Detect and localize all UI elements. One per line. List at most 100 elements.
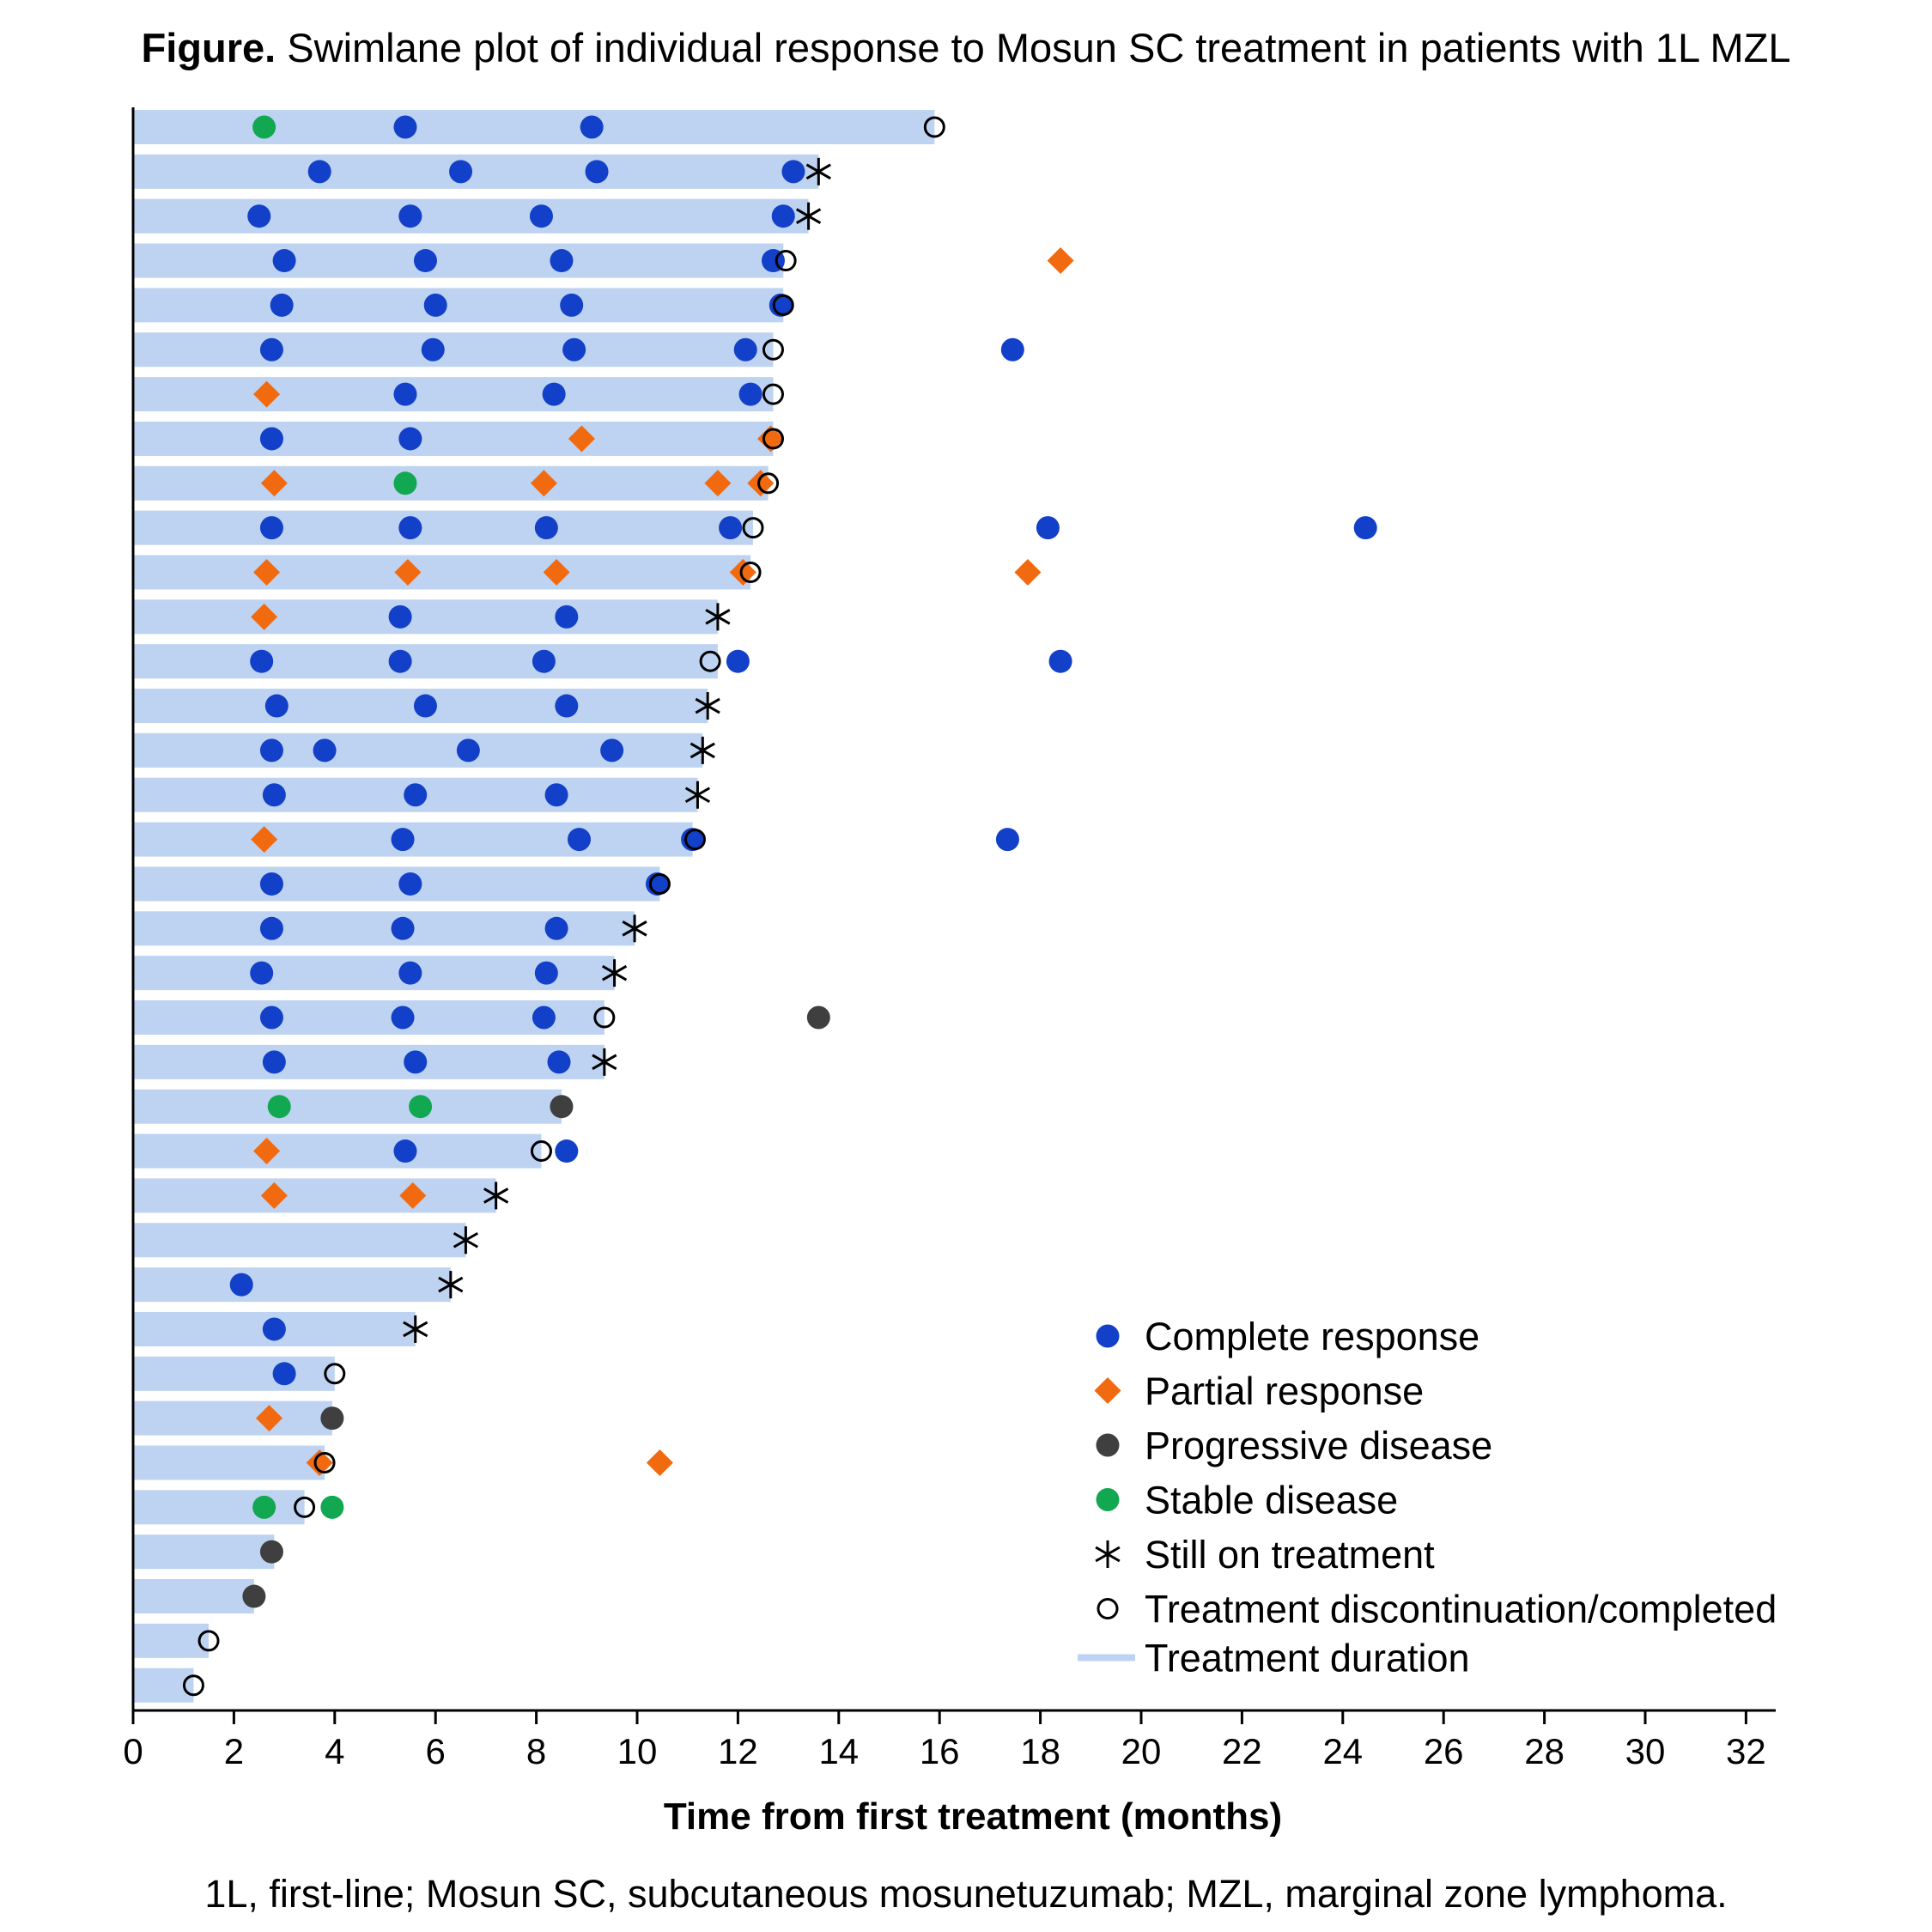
stable-disease-marker xyxy=(252,115,276,139)
legend-label: Complete response xyxy=(1145,1315,1479,1358)
treatment-duration-bar xyxy=(133,1534,275,1570)
discontinuation-marker xyxy=(699,650,721,672)
legend-complete-response-marker xyxy=(1096,1324,1120,1348)
treatment-duration-bar xyxy=(133,866,660,902)
x-tick-label: 30 xyxy=(1625,1731,1666,1771)
complete-response-marker xyxy=(250,649,274,673)
complete-response-marker xyxy=(1036,516,1060,540)
discontinuation-marker xyxy=(762,428,784,450)
treatment-duration-bar xyxy=(133,1445,325,1480)
legend-label: Progressive disease xyxy=(1145,1424,1492,1467)
asterisk-stroke xyxy=(795,208,822,224)
complete-response-marker xyxy=(1000,337,1024,361)
complete-response-marker xyxy=(562,337,586,361)
figure-title: Figure. Swimlane plot of individual resp… xyxy=(0,24,1932,71)
x-axis-title: Time from first treatment (months) xyxy=(664,1795,1282,1838)
still-on-treatment-marker xyxy=(438,1271,464,1299)
discontinuation-marker xyxy=(762,338,784,361)
asterisk-stroke xyxy=(684,787,711,804)
complete-response-marker xyxy=(1353,516,1377,540)
asterisk-stroke xyxy=(483,1188,509,1204)
complete-response-marker xyxy=(560,293,584,317)
x-tick-label: 8 xyxy=(526,1731,546,1771)
complete-response-marker xyxy=(229,1273,253,1297)
legend-label: Stable disease xyxy=(1145,1479,1398,1522)
complete-response-marker xyxy=(542,382,566,406)
complete-response-marker xyxy=(600,738,624,762)
partial-response-marker xyxy=(729,559,756,586)
asterisk-stroke xyxy=(592,1054,617,1071)
partial-response-marker xyxy=(530,470,557,497)
progressive-disease-marker xyxy=(806,1005,830,1030)
progressive-disease-marker xyxy=(242,1584,266,1608)
asterisk-stroke xyxy=(403,1321,428,1338)
asterisk-stroke xyxy=(695,697,720,714)
complete-response-marker xyxy=(781,160,805,184)
complete-response-marker xyxy=(313,738,337,762)
legend-label: Still on treatment xyxy=(1145,1533,1435,1577)
treatment-duration-bar xyxy=(133,1133,542,1169)
complete-response-marker xyxy=(404,1050,428,1074)
complete-response-marker xyxy=(391,828,415,852)
axes xyxy=(131,107,1776,1712)
complete-response-marker xyxy=(398,872,422,896)
legend-still-on-treatment-marker xyxy=(1095,1540,1121,1568)
complete-response-marker xyxy=(247,204,271,228)
complete-response-marker xyxy=(544,783,568,807)
partial-response-marker xyxy=(757,425,785,453)
still-on-treatment-marker xyxy=(622,914,647,943)
legend-stable-disease-marker xyxy=(1096,1488,1120,1511)
x-tick-label: 14 xyxy=(818,1731,859,1771)
still-on-treatment-marker xyxy=(705,603,731,631)
complete-response-marker xyxy=(456,738,480,762)
partial-response-marker xyxy=(253,1138,281,1165)
treatment-duration-bar xyxy=(133,198,809,234)
complete-response-marker xyxy=(259,337,283,361)
asterisk-stroke xyxy=(805,163,831,180)
x-tick-label: 20 xyxy=(1121,1731,1162,1771)
complete-response-marker xyxy=(388,605,412,629)
x-tick-label: 26 xyxy=(1424,1731,1464,1771)
complete-response-marker xyxy=(259,738,283,762)
partial-response-marker xyxy=(253,380,281,408)
figure-title-text: Swimlane plot of individual response to … xyxy=(287,25,1791,70)
still-on-treatment-marker xyxy=(403,1315,428,1343)
discontinuation-marker xyxy=(197,1630,220,1652)
complete-response-marker xyxy=(1048,649,1072,673)
discontinuation-marker xyxy=(762,383,784,405)
x-tick-label: 28 xyxy=(1524,1731,1564,1771)
complete-response-marker xyxy=(585,160,609,184)
complete-response-marker xyxy=(413,694,437,718)
treatment-duration-bar xyxy=(133,1178,496,1213)
treatment-duration-bar xyxy=(133,644,718,679)
complete-response-marker xyxy=(567,828,591,852)
still-on-treatment-marker xyxy=(601,959,628,987)
treatment-bars xyxy=(133,110,935,1703)
discontinuation-marker xyxy=(684,829,707,851)
discontinuation-marker xyxy=(324,1363,346,1385)
partial-response-marker xyxy=(260,470,288,497)
treatment-duration-bar xyxy=(133,465,769,501)
x-tick-label: 22 xyxy=(1222,1731,1262,1771)
still-on-treatment-marker xyxy=(695,692,720,720)
complete-response-marker xyxy=(529,204,553,228)
asterisk-stroke xyxy=(622,920,647,937)
complete-response-marker xyxy=(449,160,473,184)
partial-response-marker xyxy=(747,470,775,497)
treatment-duration-bar xyxy=(133,599,718,635)
progressive-disease-marker xyxy=(259,1540,283,1564)
stable-disease-marker xyxy=(252,1495,276,1519)
complete-response-marker xyxy=(738,382,762,406)
complete-response-marker xyxy=(733,337,757,361)
complete-response-marker xyxy=(259,916,283,940)
stable-disease-marker xyxy=(320,1495,344,1519)
discontinuation-marker xyxy=(757,472,780,495)
figure-title-prefix: Figure. xyxy=(141,25,276,70)
complete-response-marker xyxy=(423,293,447,317)
complete-response-marker xyxy=(555,694,579,718)
legend-partial-response-marker xyxy=(1094,1377,1121,1404)
discontinuation-marker xyxy=(739,562,762,583)
complete-response-marker xyxy=(393,1139,417,1163)
complete-response-marker xyxy=(532,1005,556,1030)
